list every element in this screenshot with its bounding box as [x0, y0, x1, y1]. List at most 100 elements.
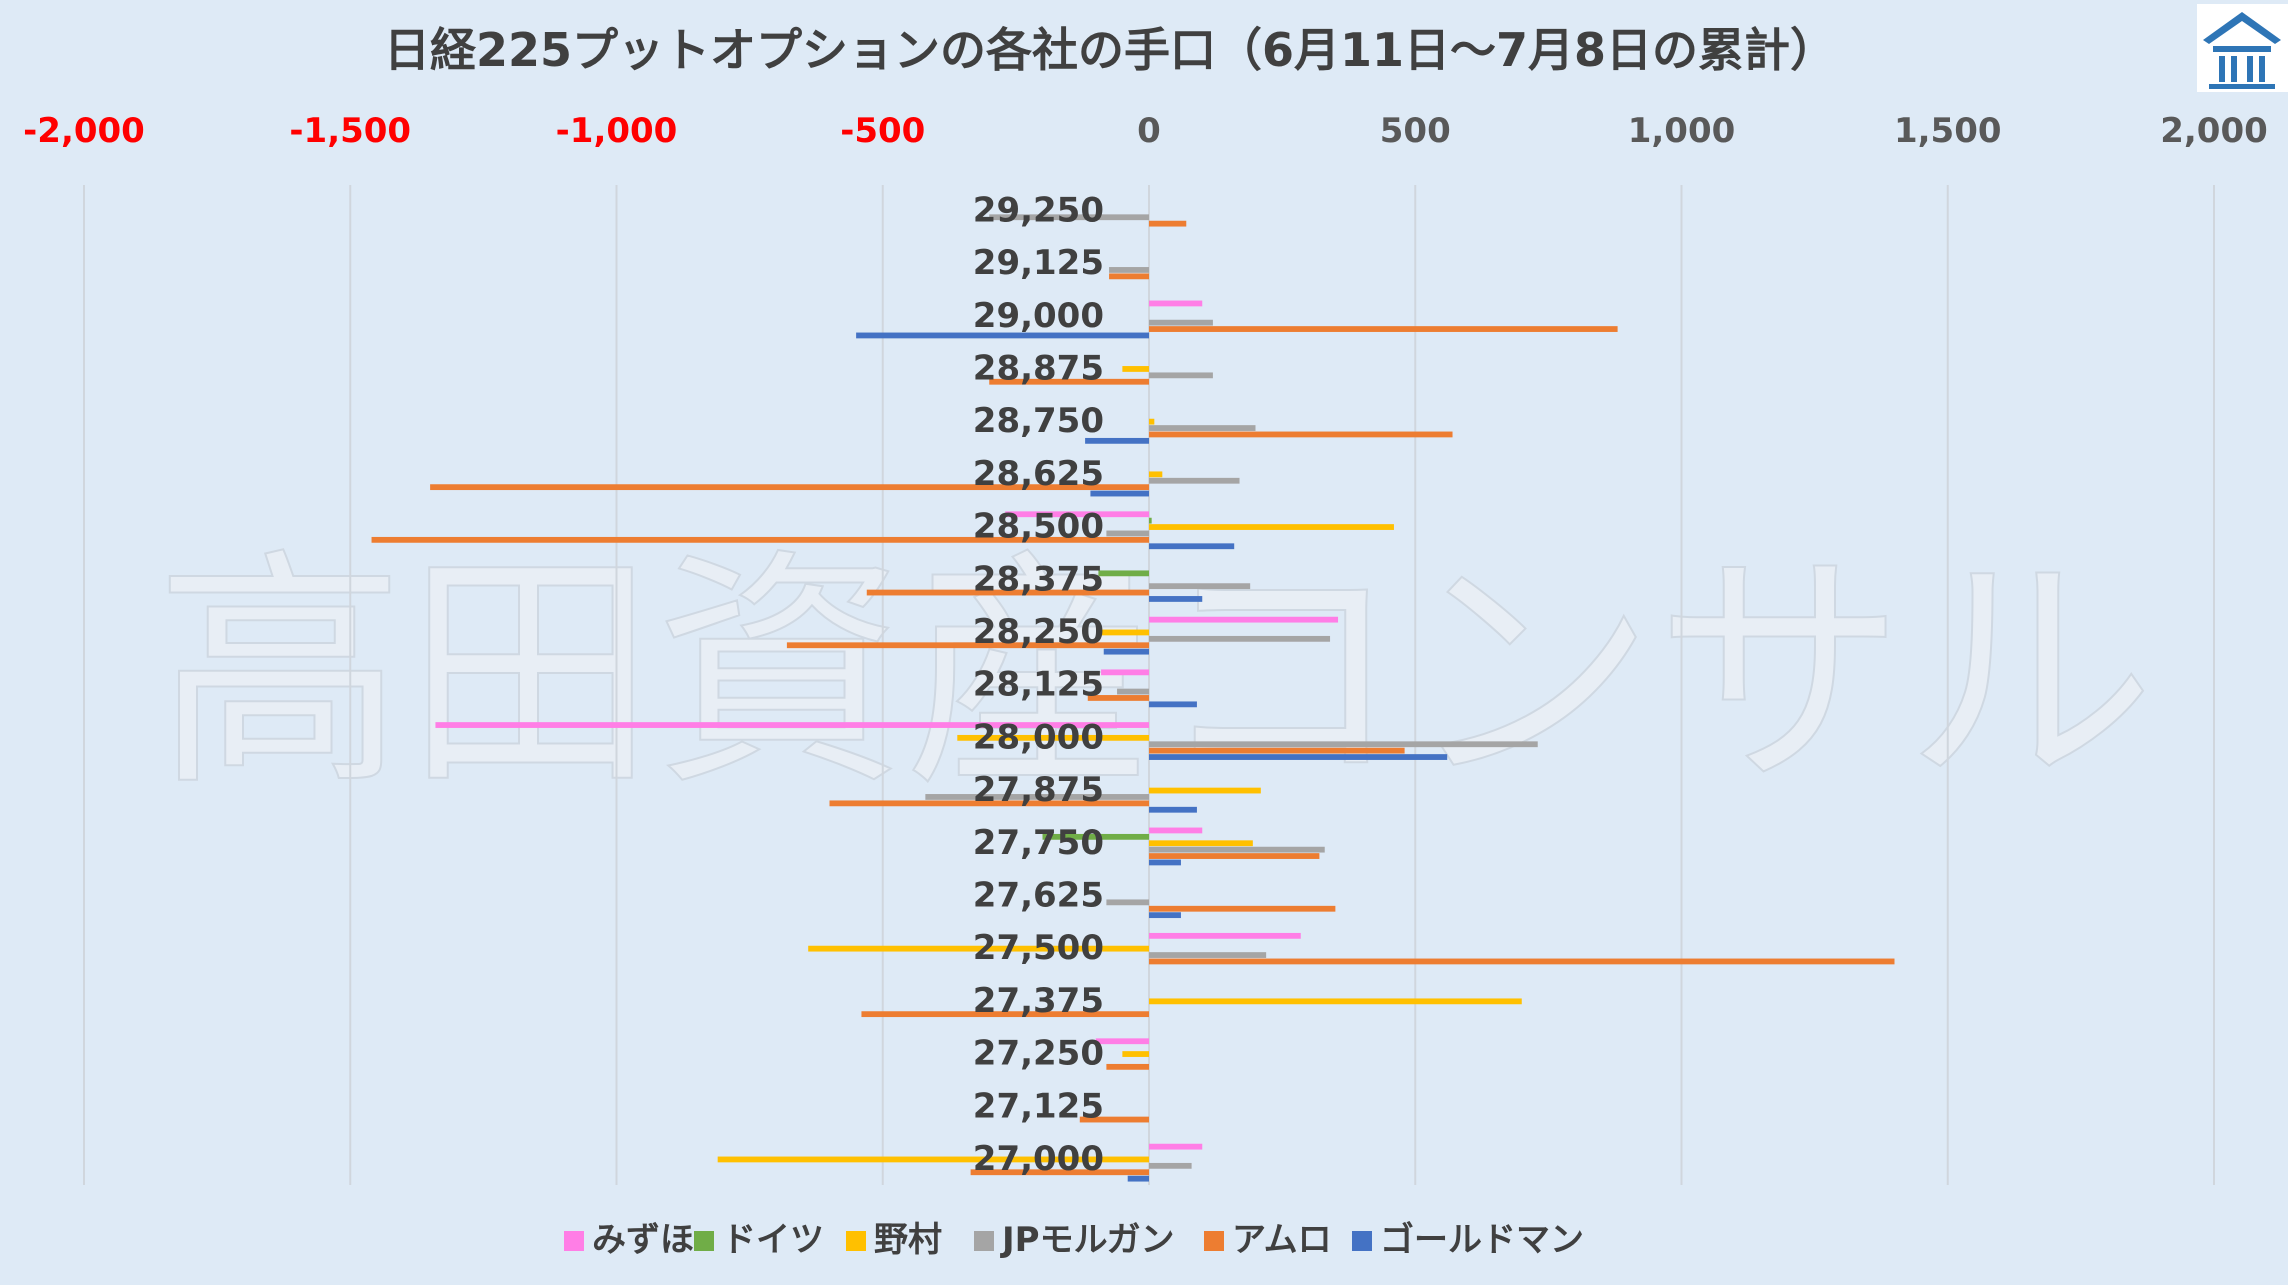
- bar: [970, 1169, 1149, 1176]
- bar: [1122, 366, 1149, 372]
- bar: [1109, 273, 1149, 280]
- legend-label: みずほ: [592, 1220, 694, 1260]
- x-axis-ticks: -2,000 -1,500 -1,000 -500 0 500 1,000 1,500 2,00…: [23, 111, 2268, 151]
- bar: [1149, 741, 1538, 748]
- x-tick-label: 2,000: [2160, 111, 2268, 151]
- category-label: 27,125: [973, 1086, 1104, 1126]
- legend-swatch: [846, 1231, 866, 1251]
- bar: [1149, 220, 1187, 227]
- category-label: 28,000: [973, 717, 1104, 757]
- x-tick-label: -2,000: [23, 111, 145, 151]
- bar: [1005, 511, 1149, 518]
- legend: みずほ ドイツ 野村 JPモルガン アムロ ゴールドマン: [564, 1220, 1584, 1260]
- category-label: 29,000: [973, 296, 1104, 336]
- legend-swatch: [564, 1231, 584, 1251]
- watermark: 高田資産コンサル: [155, 528, 2155, 819]
- bar: [1149, 747, 1405, 754]
- bar: [808, 945, 1149, 952]
- bar: [1149, 806, 1197, 813]
- x-tick-label: 1,500: [1894, 111, 2002, 151]
- bar: [1149, 300, 1203, 307]
- category-label: 28,875: [973, 348, 1104, 388]
- category-label: 28,375: [973, 559, 1104, 599]
- bar: [1149, 859, 1181, 866]
- bar: [989, 214, 1149, 221]
- bar: [1109, 267, 1149, 273]
- bar: [1085, 437, 1149, 444]
- bar: [1149, 952, 1267, 958]
- legend-label: JPモルガン: [1000, 1220, 1175, 1260]
- legend-label: 野村: [874, 1220, 942, 1260]
- bar: [1106, 1063, 1149, 1070]
- chart-title: 日経225プットオプションの各社の手口（6月11日～7月8日の累計）: [384, 23, 1836, 77]
- bar: [866, 589, 1149, 596]
- bar: [1149, 932, 1301, 939]
- bar: [1101, 669, 1149, 676]
- bar: [430, 484, 1149, 491]
- bar: [1149, 853, 1320, 859]
- category-label: 27,625: [973, 875, 1104, 915]
- category-label: 29,125: [973, 243, 1104, 283]
- building-logo: [2197, 4, 2288, 92]
- bar: [435, 722, 1149, 728]
- bar: [1103, 648, 1149, 655]
- bar: [856, 332, 1149, 339]
- legend-swatch: [694, 1231, 714, 1251]
- grid-lines: [83, 185, 2215, 1185]
- category-label: 27,500: [973, 928, 1104, 968]
- category-label: 29,250: [973, 190, 1104, 230]
- bar: [1149, 616, 1339, 623]
- legend-swatch: [974, 1231, 994, 1251]
- bar: [1149, 524, 1394, 530]
- bar: [1149, 418, 1155, 425]
- bar: [1149, 1162, 1192, 1169]
- category-label: 28,250: [973, 612, 1104, 652]
- bar: [1127, 1175, 1149, 1182]
- x-tick-label: -1,500: [289, 111, 411, 151]
- category-label: 28,500: [973, 507, 1104, 547]
- bar: [1149, 596, 1203, 602]
- category-label: 28,750: [973, 401, 1104, 441]
- bar: [1149, 477, 1240, 484]
- bar: [1149, 827, 1203, 834]
- bar: [1149, 319, 1213, 326]
- category-label: 27,875: [973, 770, 1104, 810]
- bar: [1149, 787, 1261, 794]
- bar: [1149, 583, 1251, 590]
- bar: [1106, 899, 1149, 906]
- category-label: 27,375: [973, 981, 1104, 1021]
- bar: [1149, 543, 1235, 550]
- bar: [1149, 958, 1895, 965]
- bar: [1149, 431, 1453, 438]
- legend-label: ドイツ: [722, 1220, 824, 1260]
- legend-swatch: [1204, 1231, 1224, 1251]
- bar: [1079, 1116, 1149, 1123]
- bar: [925, 794, 1149, 800]
- bar: [1149, 635, 1331, 642]
- bar: [1101, 629, 1149, 636]
- bar: [1117, 688, 1149, 695]
- bar: [1149, 998, 1522, 1005]
- bar: [1042, 833, 1149, 840]
- category-label: 28,125: [973, 665, 1104, 705]
- bar: [1149, 840, 1253, 847]
- bar: [1149, 517, 1152, 524]
- bar: [1149, 754, 1448, 760]
- x-tick-label: 1,000: [1628, 111, 1736, 151]
- bar: [1149, 1143, 1203, 1150]
- bar: [861, 1011, 1149, 1018]
- bar: [1149, 912, 1181, 919]
- legend-swatch: [1352, 1231, 1372, 1251]
- bar: [717, 1156, 1149, 1163]
- bar: [1149, 846, 1325, 853]
- x-tick-label: -1,000: [556, 111, 678, 151]
- bar: [989, 378, 1149, 385]
- category-label: 27,250: [973, 1034, 1104, 1074]
- bar: [1149, 471, 1163, 478]
- bar: [1149, 372, 1213, 379]
- category-label: 27,750: [973, 823, 1104, 863]
- x-tick-label: -500: [840, 111, 925, 151]
- bar: [1149, 905, 1336, 912]
- bar: [371, 536, 1149, 543]
